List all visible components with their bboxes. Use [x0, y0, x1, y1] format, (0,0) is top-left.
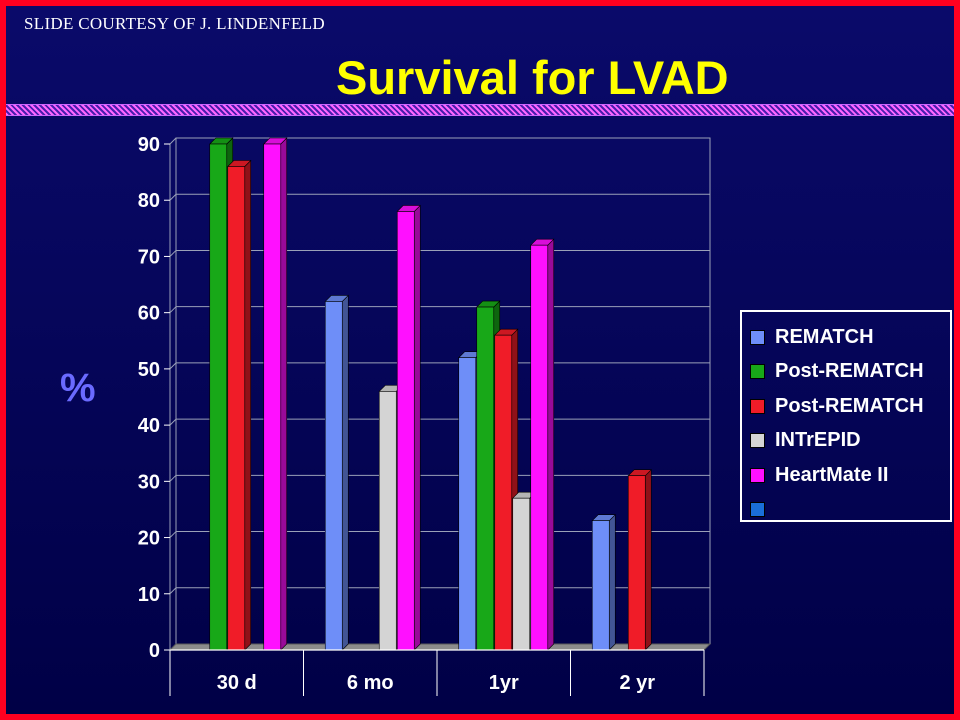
legend-item: Post-REMATCH: [748, 389, 950, 424]
slide: SLIDE COURTESY OF J. LINDENFELD Survival…: [6, 6, 954, 714]
y-tick-label: 80: [138, 190, 160, 212]
legend-label: Post-REMATCH: [775, 394, 924, 417]
bar-30-d-2: [227, 166, 246, 651]
y-tick-label: 90: [138, 134, 160, 156]
legend-item: HeartMate II: [748, 458, 950, 493]
gridline-depth: [169, 474, 177, 482]
gridline-depth: [169, 193, 177, 201]
title-divider: [6, 104, 954, 116]
legend-item: [748, 493, 950, 528]
bar-1yr-4: [530, 244, 549, 651]
bar-side: [280, 137, 288, 651]
bar-1yr-2: [494, 334, 513, 651]
y-axis-label: %: [60, 366, 96, 410]
y-tick-label: 60: [138, 303, 160, 325]
gridline-depth: [169, 362, 177, 370]
legend-item: Post-REMATCH: [748, 355, 950, 390]
x-tick-label: 30 d: [217, 672, 257, 694]
legend-swatch: [750, 502, 765, 518]
bar-1yr-1: [476, 306, 495, 651]
legend-label: HeartMate II: [775, 463, 889, 486]
legend-swatch: [750, 398, 765, 414]
x-tick-label: 2 yr: [619, 672, 655, 694]
bar-side: [341, 294, 349, 651]
chart-legend: REMATCH Post-REMATCH Post-REMATCH INTrEPID H…: [740, 310, 952, 522]
bar-1yr-0: [458, 357, 477, 651]
legend-item: INTrEPID: [748, 424, 950, 459]
y-tick-label: 70: [138, 246, 160, 268]
legend-swatch: [750, 433, 765, 449]
slide-courtesy-text: SLIDE COURTESY OF J. LINDENFELD: [24, 14, 325, 33]
bar-side: [244, 159, 252, 651]
bar-30-d-1: [209, 143, 228, 651]
gridline-depth: [169, 250, 177, 257]
legend-swatch: [750, 329, 765, 345]
y-tick-label: 40: [138, 415, 160, 437]
gridline-depth: [169, 306, 177, 314]
gridline-depth: [169, 418, 177, 426]
gridline-depth: [169, 137, 177, 145]
bar-6-mo-4: [396, 211, 415, 651]
x-tick-label: 6 mo: [347, 672, 394, 694]
x-tick-label: 1yr: [489, 672, 519, 694]
bar-1yr-3: [512, 497, 531, 651]
bar-6-mo-0: [324, 301, 343, 651]
legend-swatch: [750, 364, 765, 380]
bar-2-yr-0: [591, 520, 610, 651]
bar-2-yr-2: [627, 475, 646, 651]
legend-label: REMATCH: [775, 325, 874, 348]
bar-6-mo-3: [378, 391, 397, 651]
legend-item: REMATCH: [748, 320, 950, 355]
legend-swatch: [750, 467, 765, 483]
bar-30-d-4: [263, 143, 282, 651]
slide-title: Survival for LVAD: [336, 51, 729, 104]
legend-label: Post-REMATCH: [775, 360, 924, 383]
legend-label: INTrEPID: [775, 429, 861, 452]
gridline-depth: [169, 531, 177, 538]
bar-side: [547, 238, 555, 651]
y-tick-label: 50: [138, 359, 160, 381]
bar-chart: 0 10 20 30 40 50 60 70 80 90 30 d 6 mo 1yr 2 yr: [138, 134, 712, 696]
bar-side: [608, 513, 616, 651]
bar-side: [413, 204, 421, 651]
y-tick-label: 0: [149, 640, 160, 662]
y-tick-label: 30: [138, 471, 160, 493]
y-tick-label: 10: [138, 584, 160, 606]
bar-side: [644, 468, 652, 651]
gridline-depth: [169, 587, 177, 595]
y-tick-label: 20: [138, 528, 160, 550]
